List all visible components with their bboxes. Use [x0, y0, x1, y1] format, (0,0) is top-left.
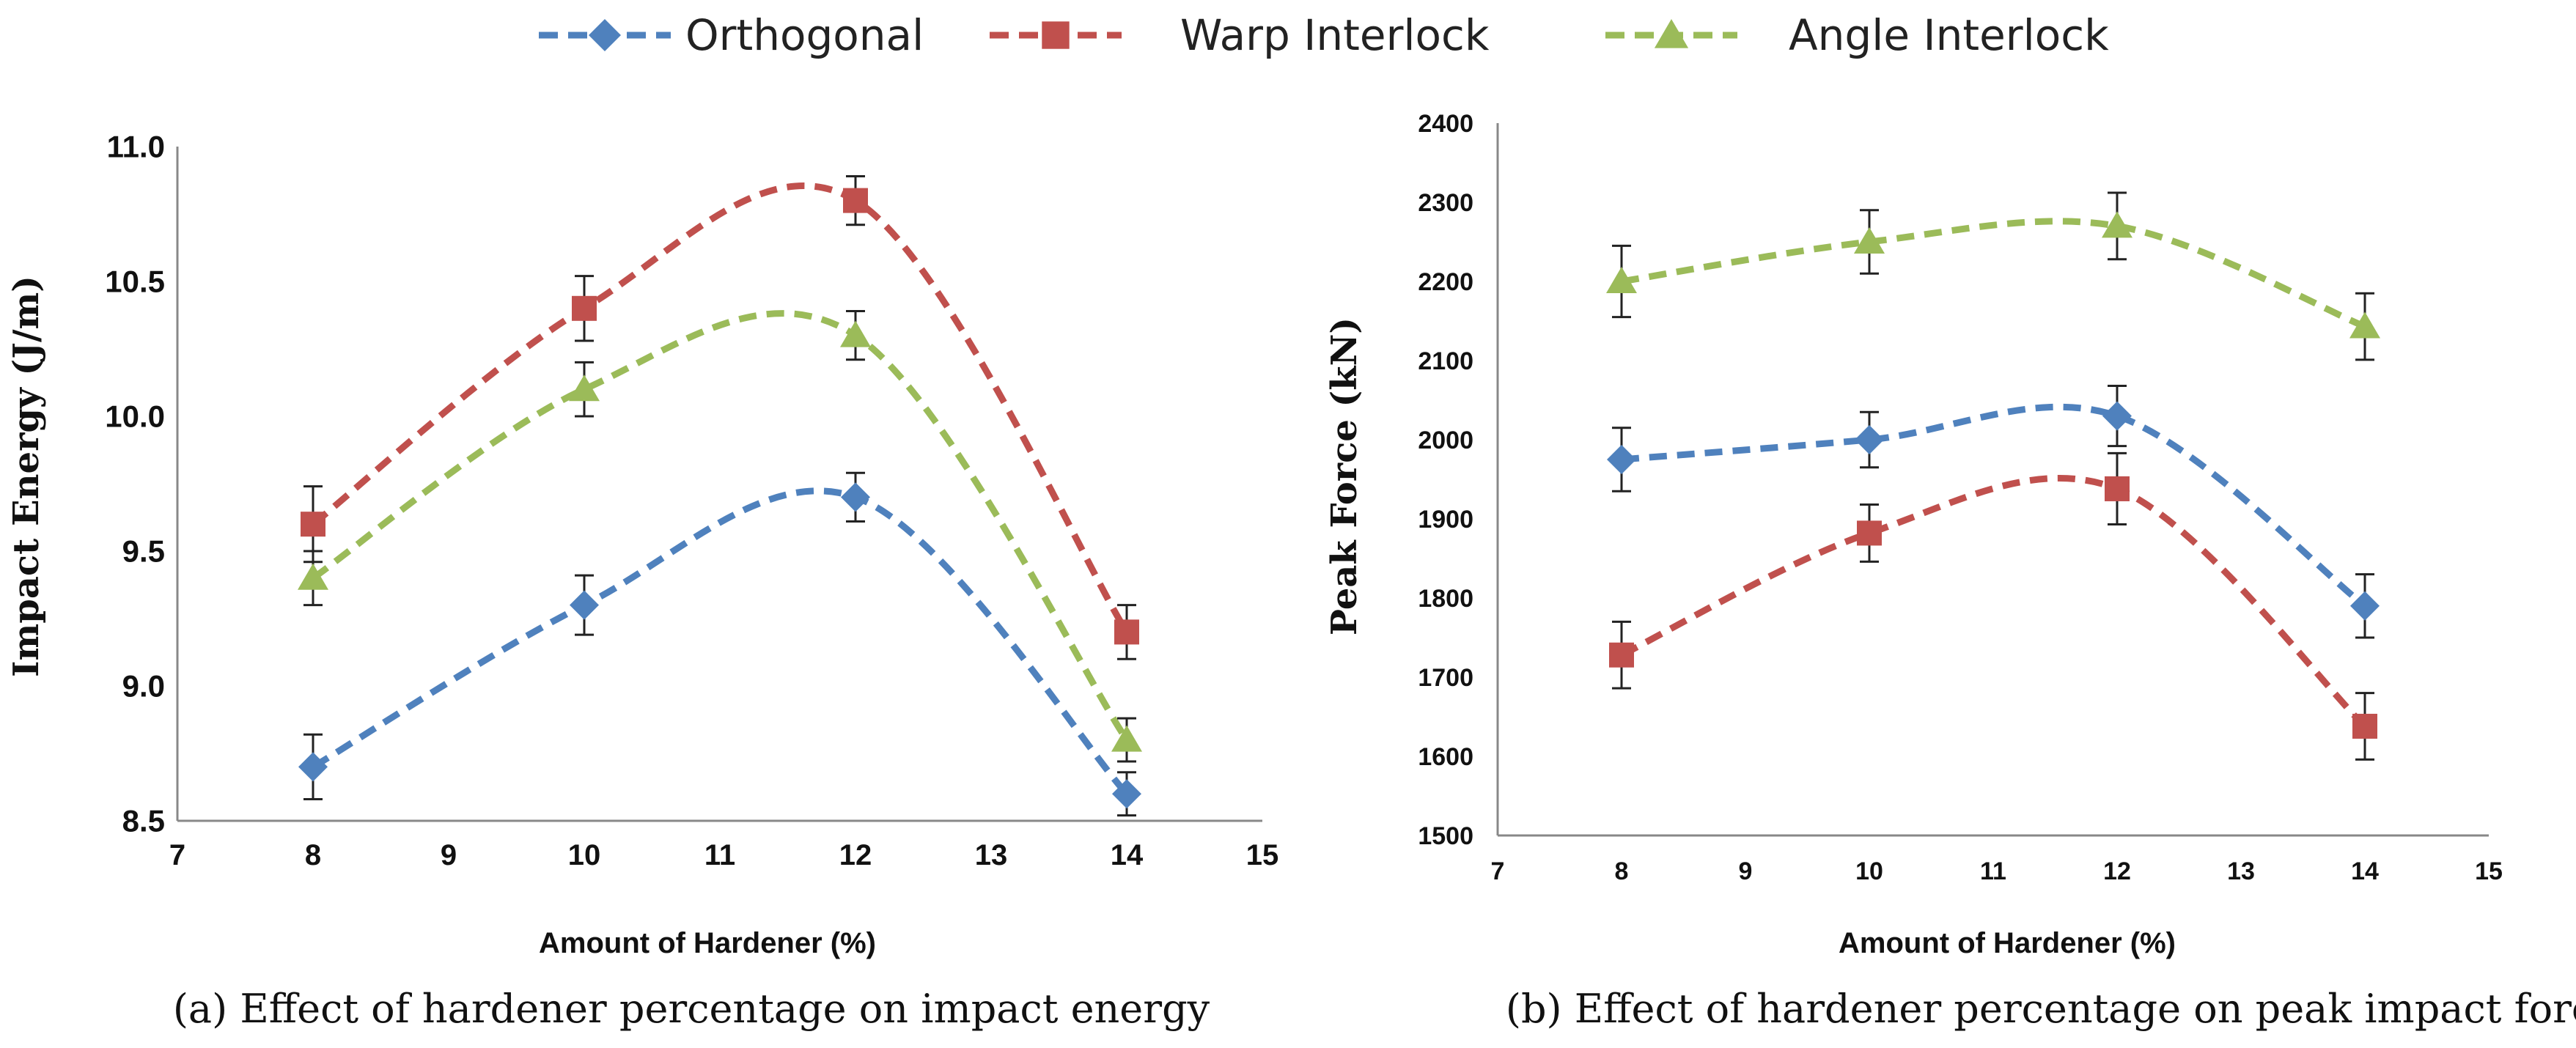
series-line [1621, 403, 2367, 609]
data-point [1114, 619, 1139, 645]
y-tick-label: 10.5 [105, 265, 165, 299]
data-point [1854, 227, 1885, 254]
x-tick-label: 13 [975, 839, 1008, 871]
x-tick-label: 9 [441, 839, 457, 871]
data-point [301, 512, 325, 537]
x-tick-label: 14 [1111, 839, 1144, 871]
y-tick-label: 1700 [1418, 664, 1473, 692]
x-tick-label: 11 [1980, 857, 2006, 885]
y-axis-title: Impact Energy (J/m) [6, 276, 47, 677]
data-point [2350, 591, 2380, 621]
x-tick-label: 14 [2351, 857, 2379, 885]
y-tick-label: 9.0 [122, 669, 165, 704]
data-point [298, 563, 328, 590]
chart-impact-energy: Impact Energy (J/m) Amount of Hardener (… [6, 130, 1278, 1032]
x-tick-label: 7 [1491, 857, 1505, 885]
series-line [311, 310, 1130, 742]
data-point [1111, 725, 1142, 752]
y-tick-label: 2300 [1418, 189, 1473, 217]
data-point [1607, 445, 1636, 474]
x-tick-label: 12 [839, 839, 872, 871]
data-point [2105, 476, 2130, 501]
legend-label: Orthogonal [685, 10, 924, 60]
data-point [2349, 311, 2380, 339]
y-tick-label: 8.5 [122, 804, 165, 838]
data-point [1855, 425, 1884, 454]
series-orthogonal [1607, 385, 2380, 639]
y-axis-title: Peak Force (kN) [1324, 317, 1365, 635]
data-point [843, 188, 868, 213]
data-point [298, 752, 328, 782]
chart-peak-force: Peak Force (kN) Amount of Hardener (%) (… [1324, 110, 2576, 1032]
x-tick-label: 8 [305, 839, 321, 871]
x-tick-label: 7 [169, 839, 185, 871]
x-tick-label: 11 [704, 839, 735, 871]
legend-marker [1042, 21, 1070, 49]
legend-item: Angle Interlock [1605, 10, 2109, 60]
x-axis-title: Amount of Hardener (%) [539, 927, 876, 959]
data-point [572, 295, 597, 321]
series-line [1621, 218, 2366, 330]
data-point [840, 320, 871, 347]
y-tick-label: 2000 [1418, 427, 1473, 454]
y-tick-label: 1800 [1418, 585, 1473, 613]
data-point [1606, 267, 1637, 293]
series-angle-interlock [1606, 191, 2380, 361]
legend-label: Warp Interlock [1180, 10, 1490, 60]
legend-item: Orthogonal [539, 10, 924, 60]
data-point [1857, 520, 1882, 546]
chart-caption: (b) Effect of hardener percentage on pea… [1506, 986, 2576, 1032]
series-angle-interlock [298, 309, 1142, 763]
series-line [311, 182, 1130, 634]
x-axis-title: Amount of Hardener (%) [1839, 927, 2176, 959]
x-tick-label: 9 [1739, 857, 1753, 885]
legend-marker [1654, 19, 1689, 48]
x-tick-label: 8 [1615, 857, 1629, 885]
data-point [2352, 713, 2377, 739]
y-tick-label: 1500 [1418, 822, 1473, 850]
legend-item: Warp Interlock [990, 10, 1490, 60]
series-warp-interlock [1609, 451, 2377, 761]
y-tick-label: 2200 [1418, 268, 1473, 296]
y-tick-label: 10.0 [105, 399, 165, 434]
data-point [570, 590, 599, 620]
data-point [841, 482, 870, 512]
x-tick-label: 15 [2475, 857, 2503, 885]
y-tick-label: 1900 [1418, 506, 1473, 534]
series-line [1620, 475, 2368, 729]
data-point [1609, 642, 1634, 668]
data-point [569, 374, 600, 402]
legend-marker [589, 19, 621, 51]
legend-label: Angle Interlock [1789, 10, 2109, 60]
x-tick-label: 12 [2103, 857, 2131, 885]
series-orthogonal [298, 471, 1141, 817]
x-tick-label: 15 [1246, 839, 1279, 871]
data-point [2102, 401, 2132, 431]
y-tick-label: 2400 [1418, 110, 1473, 138]
y-tick-label: 1600 [1418, 743, 1473, 771]
chart-caption: (a) Effect of hardener percentage on imp… [173, 986, 1210, 1032]
y-tick-label: 9.5 [122, 534, 165, 569]
data-point [2102, 211, 2132, 238]
y-tick-label: 11.0 [107, 130, 165, 164]
series-line [311, 487, 1130, 797]
x-tick-label: 10 [1855, 857, 1883, 885]
x-tick-label: 10 [568, 839, 601, 871]
series-warp-interlock [301, 174, 1139, 660]
data-point [1112, 779, 1141, 809]
y-tick-label: 2100 [1418, 347, 1473, 375]
legend: Orthogonal Warp Interlock Angle Interlock [539, 10, 2109, 60]
x-tick-label: 13 [2227, 857, 2255, 885]
